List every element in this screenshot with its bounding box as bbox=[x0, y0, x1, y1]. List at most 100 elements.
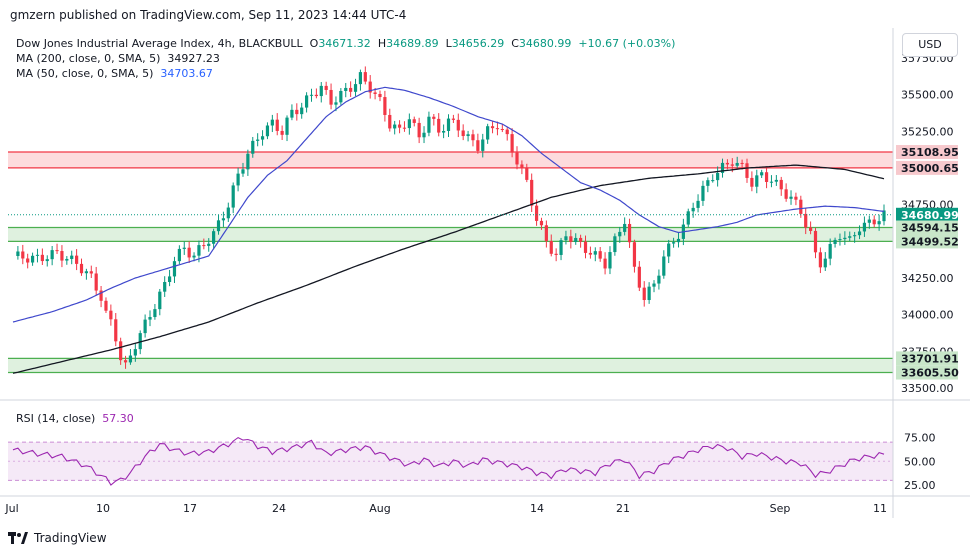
candle-body bbox=[853, 235, 857, 237]
candle-body bbox=[461, 130, 465, 137]
candle-body bbox=[246, 153, 250, 170]
price-chart[interactable]: 35750.0035500.0035250.0035000.0034750.00… bbox=[0, 28, 970, 526]
candle-body bbox=[613, 236, 617, 253]
candle-body bbox=[177, 248, 181, 262]
ma50-value: 34703.67 bbox=[160, 67, 213, 80]
high-value: 34689.89 bbox=[386, 37, 439, 50]
candle-body bbox=[813, 230, 818, 253]
candle-body bbox=[221, 218, 226, 221]
price-label-box bbox=[896, 220, 958, 235]
candle-body bbox=[637, 266, 641, 288]
candle-body bbox=[564, 236, 568, 241]
time-tick-label: 17 bbox=[183, 502, 197, 515]
candle-body bbox=[657, 275, 661, 284]
candle-body bbox=[789, 196, 793, 199]
candle-body bbox=[662, 256, 666, 276]
candle-body bbox=[79, 263, 84, 274]
candle-body bbox=[623, 223, 627, 232]
tradingview-logo-icon bbox=[8, 532, 28, 544]
candle-body bbox=[603, 258, 607, 269]
candle-body bbox=[329, 89, 333, 105]
candle-body bbox=[304, 95, 309, 108]
candle-body bbox=[75, 255, 79, 264]
candle-body bbox=[735, 162, 739, 166]
ma200-legend: MA (200, close, 0, SMA, 5) 34927.23 bbox=[16, 51, 220, 66]
candle-body bbox=[187, 247, 191, 258]
time-tick-label: 24 bbox=[272, 502, 286, 515]
candle-body bbox=[711, 180, 715, 182]
price-label-text: 34680.99 bbox=[901, 209, 959, 222]
resistance-zone bbox=[8, 152, 893, 168]
candle-body bbox=[363, 72, 367, 82]
candle-body bbox=[696, 200, 700, 208]
candle-body bbox=[260, 136, 265, 140]
candle-body bbox=[833, 239, 837, 244]
candle-body bbox=[505, 129, 509, 135]
candle-body bbox=[779, 179, 783, 190]
candle-body bbox=[422, 132, 426, 138]
close-label: C bbox=[511, 37, 519, 50]
candle-body bbox=[760, 172, 764, 176]
rsi-value: 57.30 bbox=[102, 412, 134, 425]
candle-body bbox=[525, 167, 529, 180]
candle-body bbox=[549, 241, 553, 254]
tradingview-footer: TradingView bbox=[8, 531, 107, 545]
candle-body bbox=[510, 134, 514, 153]
candle-body bbox=[197, 245, 201, 256]
candle-body bbox=[295, 109, 299, 115]
candle-body bbox=[481, 139, 485, 151]
price-tick-label: 35250.00 bbox=[901, 125, 954, 138]
candle-body bbox=[809, 227, 813, 231]
low-label: L bbox=[445, 37, 452, 50]
candle-body bbox=[16, 251, 20, 256]
candle-body bbox=[716, 172, 720, 181]
candle-body bbox=[123, 360, 128, 363]
ma50-legend: MA (50, close, 0, SMA, 5) 34703.67 bbox=[16, 66, 213, 81]
candle-body bbox=[393, 124, 397, 129]
candle-body bbox=[26, 258, 30, 263]
candle-body bbox=[309, 94, 314, 96]
candle-body bbox=[456, 119, 460, 131]
candle-body bbox=[466, 134, 470, 137]
candle-body bbox=[442, 130, 446, 133]
candle-body bbox=[35, 254, 40, 256]
price-label-box bbox=[896, 145, 958, 160]
candle-body bbox=[251, 140, 255, 154]
candle-body bbox=[60, 251, 64, 261]
price-label-text: 35108.95 bbox=[901, 146, 959, 159]
candle-body bbox=[500, 129, 504, 131]
candle-body bbox=[324, 85, 328, 90]
candle-body bbox=[65, 258, 69, 261]
candle-body bbox=[212, 231, 216, 244]
candle-body bbox=[427, 116, 431, 133]
candle-body bbox=[725, 162, 730, 165]
time-tick-label: 21 bbox=[616, 502, 630, 515]
candle-body bbox=[706, 180, 710, 186]
candle-body bbox=[843, 237, 847, 240]
candle-body bbox=[823, 258, 827, 268]
ma50-line bbox=[12, 86, 885, 323]
candle-body bbox=[559, 240, 563, 255]
candle-body bbox=[417, 122, 421, 138]
candle-body bbox=[402, 127, 407, 129]
candle-body bbox=[353, 84, 358, 92]
currency-button[interactable]: USD bbox=[902, 33, 958, 57]
candle-body bbox=[857, 231, 862, 236]
candle-body bbox=[818, 252, 822, 268]
close-value: 34680.99 bbox=[518, 37, 572, 50]
candle-body bbox=[30, 255, 35, 263]
rsi-tick-label: 50.00 bbox=[904, 455, 936, 468]
rsi-tick-label: 25.00 bbox=[904, 479, 936, 492]
publisher-caption: gmzern published on TradingView.com, Sep… bbox=[10, 8, 407, 22]
candle-body bbox=[632, 242, 637, 267]
time-tick-label: Sep bbox=[770, 502, 791, 515]
candle-body bbox=[265, 125, 270, 137]
candle-body bbox=[99, 290, 103, 301]
candle-body bbox=[207, 243, 211, 246]
candle-body bbox=[647, 286, 651, 301]
candle-body bbox=[534, 205, 539, 221]
price-label-box bbox=[896, 351, 958, 366]
candle-body bbox=[358, 72, 363, 85]
candle-body bbox=[451, 118, 455, 120]
candle-body bbox=[530, 179, 534, 206]
